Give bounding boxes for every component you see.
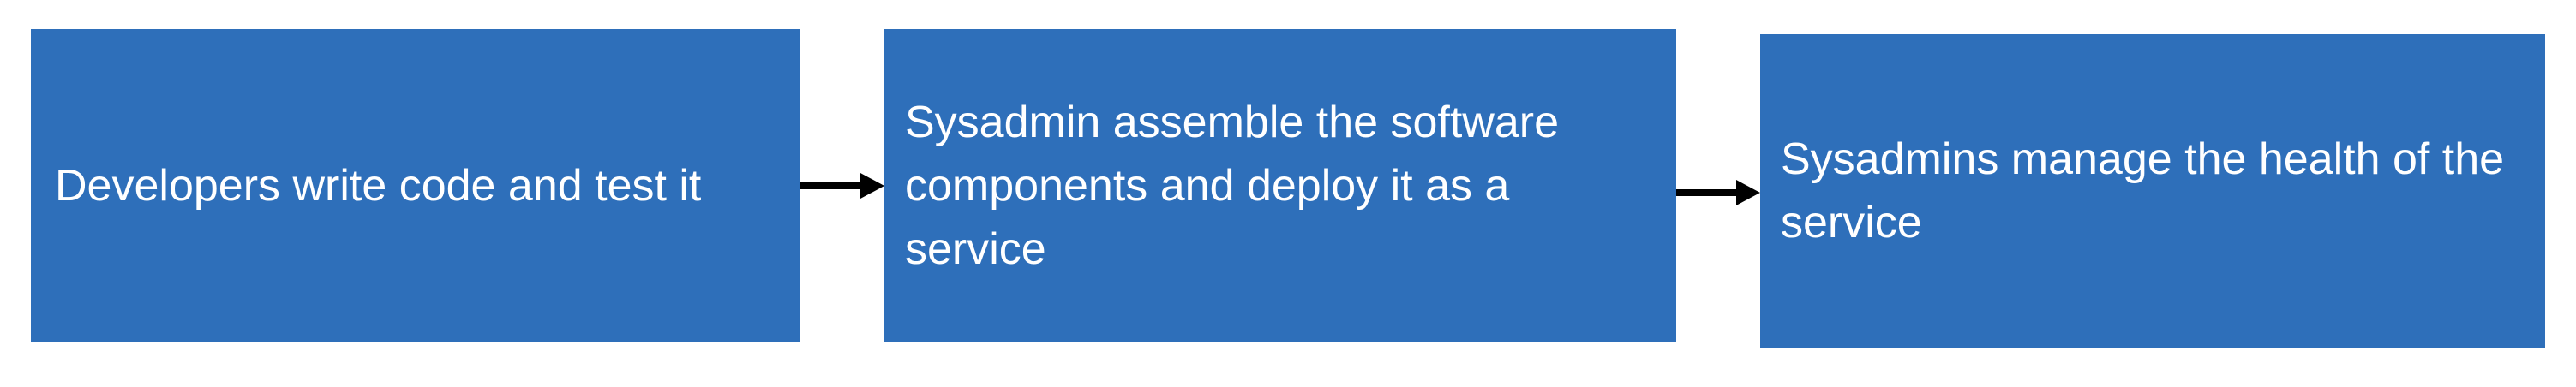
arrow-right-icon [800,173,884,199]
arrow-right-icon [1676,180,1760,205]
step-sysadmin-deploy-box: Sysadmin assemble the software component… [884,29,1676,342]
step-developers-box: Developers write code and test it [31,29,800,342]
step-sysadmin-health-label: Sysadmins manage the health of the servi… [1781,134,2505,247]
step-sysadmin-health-box: Sysadmins manage the health of the servi… [1760,34,2545,348]
step-developers-label: Developers write code and test it [55,161,702,211]
step-sysadmin-deploy-label: Sysadmin assemble the software component… [905,98,1560,274]
